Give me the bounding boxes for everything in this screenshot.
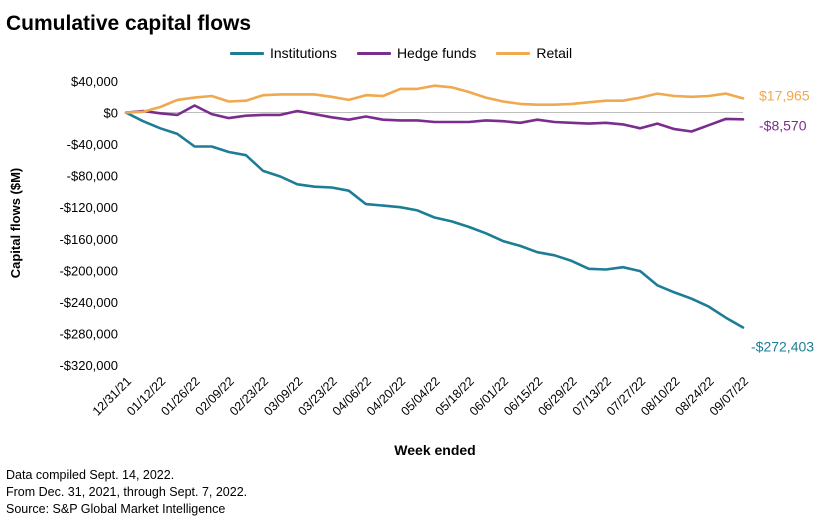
legend-label-retail: Retail [536, 45, 573, 61]
y-tick-label: -$320,000 [59, 358, 118, 373]
y-tick-label: -$280,000 [59, 326, 118, 341]
x-axis: 12/31/2101/12/2201/26/2202/09/2202/23/22… [90, 374, 751, 418]
y-tick-label: -$80,000 [67, 169, 118, 184]
legend-item-hedge-funds: Hedge funds [356, 45, 477, 61]
legend-swatch-institutions [230, 51, 264, 55]
legend-label-institutions: Institutions [270, 45, 337, 61]
footer-line-compiled: Data compiled Sept. 14, 2022. [6, 468, 175, 482]
legend-item-institutions: Institutions [230, 45, 337, 61]
line-chart: $40,000 $0 -$40,000 -$80,000 -$120,000 -$160,… [8, 74, 814, 458]
legend-swatch-retail [496, 51, 531, 55]
y-tick-label: -$40,000 [67, 137, 118, 152]
footer-line-range: From Dec. 31, 2021, through Sept. 7, 202… [6, 485, 248, 499]
series-line-retail [124, 84, 745, 114]
y-tick-label: $40,000 [71, 74, 118, 89]
x-axis-title: Week ended [394, 442, 475, 458]
y-axis: $40,000 $0 -$40,000 -$80,000 -$120,000 -$160,… [59, 74, 118, 373]
y-tick-label: -$240,000 [59, 295, 118, 310]
end-labels: -$272,403 -$8,570 $17,965 [751, 87, 814, 354]
y-axis-title: Capital flows ($M) [8, 168, 23, 279]
series-lines [124, 84, 745, 329]
chart-legend: Institutions Hedge funds Retail [230, 45, 572, 61]
y-tick-label: -$120,000 [59, 200, 118, 215]
series-line-institutions [124, 111, 745, 329]
end-label-hedge-funds: -$8,570 [759, 117, 807, 133]
chart-footer: Data compiled Sept. 14, 2022. From Dec. … [6, 467, 247, 518]
series-line-hedge-funds [124, 104, 745, 133]
chart-title: Cumulative capital flows [6, 12, 252, 35]
end-label-institutions: -$272,403 [751, 338, 814, 354]
y-tick-label: -$200,000 [59, 263, 118, 278]
footer-line-source: Source: S&P Global Market Intelligence [6, 502, 226, 516]
legend-item-retail: Retail [496, 45, 572, 61]
y-tick-label: -$160,000 [59, 232, 118, 247]
y-tick-label: $0 [104, 106, 118, 121]
legend-swatch-hedge-funds [356, 51, 391, 55]
end-label-retail: $17,965 [759, 87, 810, 103]
legend-label-hedge-funds: Hedge funds [396, 45, 477, 61]
